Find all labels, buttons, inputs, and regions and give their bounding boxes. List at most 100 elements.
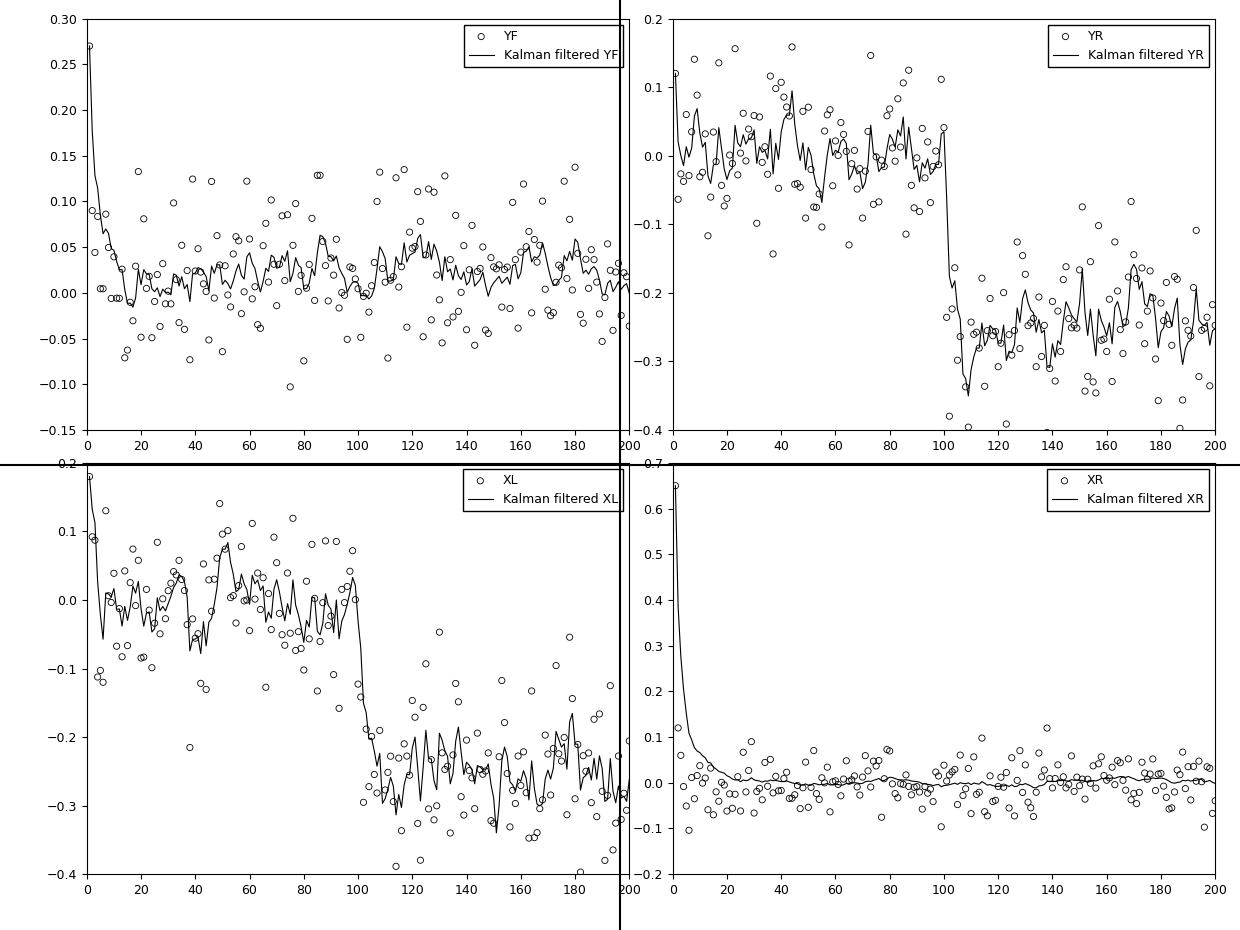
XR bbox=[959, 761, 978, 776]
XL bbox=[180, 740, 200, 755]
XR bbox=[849, 788, 869, 803]
YR bbox=[1045, 374, 1065, 389]
XL bbox=[520, 830, 539, 845]
YF bbox=[497, 259, 517, 274]
XR bbox=[776, 764, 796, 779]
XL bbox=[536, 727, 556, 742]
XL bbox=[337, 579, 357, 594]
XL bbox=[484, 816, 503, 830]
XL bbox=[177, 618, 197, 632]
YF bbox=[410, 214, 430, 229]
YF bbox=[319, 294, 339, 309]
XL bbox=[459, 764, 479, 778]
XR bbox=[1100, 770, 1120, 785]
XR bbox=[1194, 819, 1214, 834]
XR bbox=[1091, 750, 1111, 764]
YR bbox=[753, 155, 773, 170]
YR bbox=[1091, 333, 1111, 348]
Kalman filtered XR bbox=[769, 775, 784, 786]
YF bbox=[593, 334, 613, 349]
YF bbox=[291, 268, 311, 283]
YF bbox=[492, 299, 512, 314]
YR bbox=[703, 125, 723, 140]
XL bbox=[150, 627, 170, 642]
XL bbox=[422, 752, 441, 767]
XL bbox=[278, 565, 298, 580]
XL bbox=[95, 503, 115, 518]
YF bbox=[234, 285, 254, 299]
YF bbox=[527, 255, 547, 270]
XR bbox=[991, 770, 1011, 785]
XL bbox=[289, 624, 309, 639]
YR bbox=[1040, 361, 1060, 376]
YF bbox=[237, 174, 257, 189]
YF bbox=[310, 167, 330, 182]
YR bbox=[673, 174, 693, 189]
YF bbox=[337, 332, 357, 347]
Legend: YF, Kalman filtered YF: YF, Kalman filtered YF bbox=[464, 25, 622, 67]
YF bbox=[606, 264, 626, 279]
XR bbox=[673, 779, 693, 794]
YF bbox=[559, 212, 579, 227]
XR bbox=[1070, 778, 1090, 793]
YF bbox=[595, 290, 615, 305]
YF bbox=[472, 240, 492, 255]
YR bbox=[967, 325, 987, 339]
YR bbox=[755, 140, 775, 154]
XL bbox=[508, 749, 528, 764]
Kalman filtered XR bbox=[668, 480, 683, 491]
XR bbox=[883, 777, 903, 791]
XR bbox=[828, 777, 848, 791]
YR bbox=[923, 159, 944, 174]
YF bbox=[346, 272, 366, 286]
XL bbox=[456, 733, 476, 748]
XL bbox=[294, 662, 314, 677]
XL bbox=[413, 700, 433, 715]
YR bbox=[1086, 386, 1106, 401]
XR bbox=[763, 786, 782, 801]
XL bbox=[415, 657, 435, 671]
Line: Kalman filtered YF: Kalman filtered YF bbox=[89, 46, 629, 307]
XL bbox=[408, 816, 428, 830]
YF bbox=[402, 241, 422, 256]
YF bbox=[324, 268, 343, 283]
XR bbox=[725, 787, 745, 802]
XL bbox=[285, 643, 305, 658]
YF bbox=[153, 257, 172, 272]
XL bbox=[159, 583, 179, 598]
YF bbox=[207, 228, 227, 243]
Kalman filtered YR bbox=[1183, 335, 1198, 346]
YR bbox=[913, 121, 932, 136]
XR bbox=[1002, 751, 1022, 765]
YR bbox=[828, 148, 848, 163]
XR bbox=[817, 760, 837, 775]
XR bbox=[934, 758, 954, 773]
YR bbox=[766, 81, 786, 96]
YR bbox=[739, 122, 759, 137]
YR bbox=[901, 178, 921, 193]
YF bbox=[202, 174, 222, 189]
YF bbox=[481, 250, 501, 265]
XR bbox=[1192, 775, 1211, 790]
XR bbox=[1200, 761, 1220, 776]
YR bbox=[899, 62, 919, 77]
YR bbox=[970, 340, 990, 355]
YF bbox=[413, 329, 433, 344]
XR bbox=[668, 721, 688, 736]
XR bbox=[890, 777, 910, 791]
YR bbox=[988, 359, 1008, 374]
XL bbox=[356, 722, 376, 737]
YF bbox=[112, 261, 131, 276]
XL bbox=[593, 784, 613, 799]
YR bbox=[1097, 344, 1117, 359]
XL bbox=[88, 670, 108, 684]
YR bbox=[1151, 296, 1171, 311]
YF bbox=[405, 239, 425, 254]
Kalman filtered XR bbox=[1183, 776, 1198, 787]
XL bbox=[308, 684, 327, 698]
XL bbox=[239, 623, 259, 638]
XR bbox=[1050, 775, 1070, 790]
XL bbox=[136, 582, 156, 597]
YF bbox=[228, 233, 248, 248]
YF bbox=[557, 272, 577, 286]
